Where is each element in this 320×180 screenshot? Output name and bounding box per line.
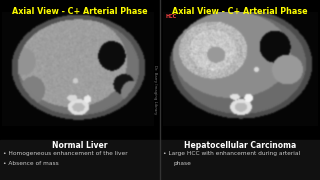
Text: • Absence of mass: • Absence of mass [3,161,59,166]
Text: phase: phase [174,161,192,166]
Text: HCC: HCC [166,14,177,19]
Text: • Large HCC with enhancement during arterial: • Large HCC with enhancement during arte… [163,151,300,156]
Text: Normal Liver: Normal Liver [52,141,108,150]
Text: Axial View - C+ Arterial Phase: Axial View - C+ Arterial Phase [12,7,148,16]
Text: • Homogeneous enhancement of the liver: • Homogeneous enhancement of the liver [3,151,128,156]
Text: Axial View - C+ Arterial Phase: Axial View - C+ Arterial Phase [172,7,308,16]
Bar [160,140,320,180]
Bar [0,0,159,180]
Bar [160,0,320,180]
Bar [0,140,159,180]
Text: Hepatocellular Carcinoma: Hepatocellular Carcinoma [184,141,296,150]
Text: Dr. Barry Imaging Library: Dr. Barry Imaging Library [153,65,157,115]
